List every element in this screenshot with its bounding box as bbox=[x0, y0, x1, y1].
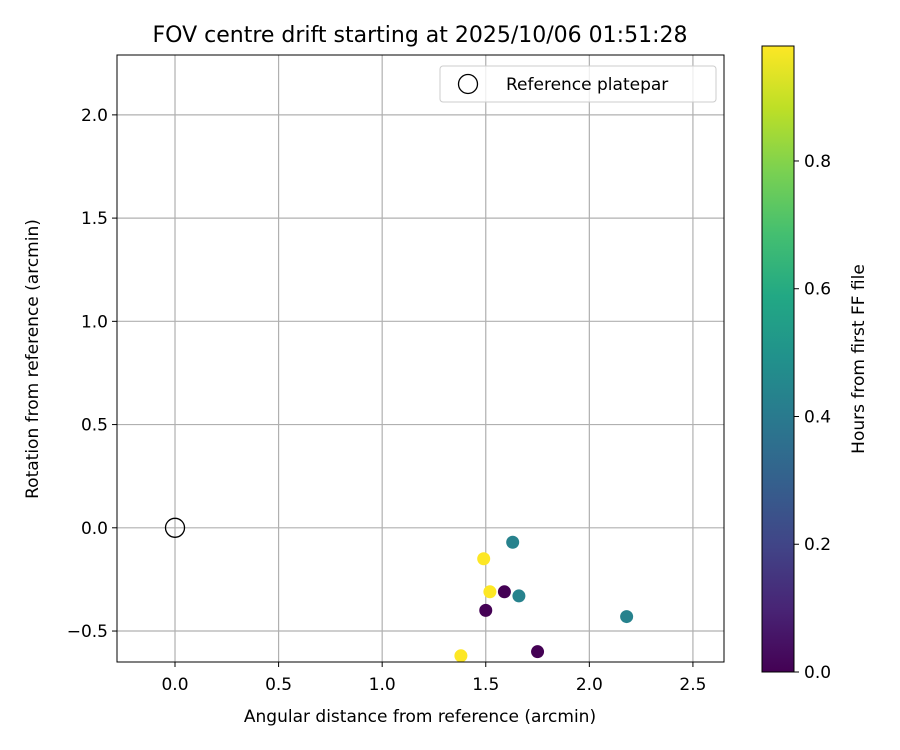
x-tick-label: 1.0 bbox=[369, 675, 396, 695]
colorbar-tick-label: 0.6 bbox=[804, 280, 831, 300]
data-point bbox=[497, 585, 511, 599]
x-axis-label: Angular distance from reference (arcmin) bbox=[244, 707, 596, 727]
data-point bbox=[483, 585, 497, 599]
colorbar-tick-label: 0.4 bbox=[804, 407, 831, 427]
x-tick-label: 2.5 bbox=[679, 675, 706, 695]
data-points bbox=[164, 517, 634, 663]
data-point bbox=[531, 645, 545, 659]
legend-label: Reference platepar bbox=[506, 75, 668, 95]
reference-platepar-marker bbox=[164, 517, 186, 538]
colorbar-label: Hours from first FF file bbox=[849, 264, 869, 454]
y-axis-ticks: −0.5 0.0 0.5 1.0 1.5 2.0 bbox=[67, 106, 117, 642]
y-tick-label: 1.0 bbox=[81, 312, 108, 332]
grid-lines bbox=[117, 55, 724, 662]
y-axis-label: Rotation from reference (arcmin) bbox=[23, 219, 43, 499]
colorbar-ticks: 0.0 0.2 0.4 0.6 0.8 bbox=[794, 152, 831, 683]
x-axis-ticks: 0.0 0.5 1.0 1.5 2.0 2.5 bbox=[161, 662, 706, 695]
y-tick-label: −0.5 bbox=[67, 622, 108, 642]
colorbar-tick-label: 0.0 bbox=[804, 663, 831, 683]
plot-frame bbox=[116, 54, 725, 663]
x-tick-label: 2.0 bbox=[576, 675, 603, 695]
x-tick-label: 1.5 bbox=[472, 675, 499, 695]
y-tick-label: 0.5 bbox=[81, 416, 108, 436]
data-point bbox=[477, 552, 491, 566]
y-tick-label: 2.0 bbox=[81, 106, 108, 126]
legend: Reference platepar bbox=[439, 65, 717, 103]
legend-reference-marker bbox=[457, 73, 479, 95]
y-tick-label: 0.0 bbox=[81, 519, 108, 539]
chart-title: FOV centre drift starting at 2025/10/06 … bbox=[153, 23, 688, 48]
data-point bbox=[512, 589, 526, 603]
data-point bbox=[620, 610, 634, 624]
colorbar bbox=[761, 45, 795, 673]
x-tick-label: 0.0 bbox=[161, 675, 188, 695]
data-point bbox=[479, 603, 493, 617]
colorbar-tick-label: 0.8 bbox=[804, 152, 831, 172]
x-tick-label: 0.5 bbox=[265, 675, 292, 695]
legend-box bbox=[439, 65, 717, 103]
colorbar-tick-label: 0.2 bbox=[804, 535, 831, 555]
data-point bbox=[506, 535, 520, 549]
y-tick-label: 1.5 bbox=[81, 209, 108, 229]
data-point bbox=[454, 649, 468, 663]
